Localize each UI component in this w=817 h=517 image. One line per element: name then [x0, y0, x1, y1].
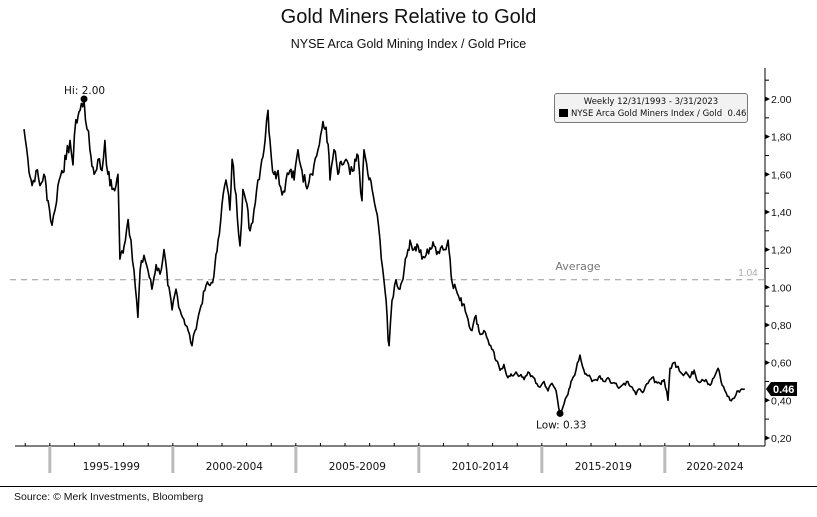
y-tick: [765, 397, 770, 403]
legend-period: Weekly 12/31/1993 - 3/31/2023: [583, 97, 719, 107]
high-marker: [80, 95, 88, 103]
y-tick-label: 1,20: [771, 245, 792, 257]
x-period-label: 1995-1999: [83, 461, 140, 473]
source-note: Source: © Merk Investments, Bloomberg: [14, 491, 204, 503]
y-tick: [765, 322, 770, 328]
y-tick: [765, 96, 770, 102]
y-tick: [765, 134, 770, 140]
y-tick-label: 1,40: [771, 207, 792, 219]
footer-divider: [0, 486, 817, 487]
high-label: Hi: 2.00: [64, 85, 105, 97]
y-tick: [765, 435, 770, 441]
legend-swatch: [559, 109, 568, 117]
legend-series-last: 0.46: [727, 109, 747, 119]
last-value-label: 0.46: [773, 384, 794, 396]
y-tick-label: 0,80: [771, 320, 792, 332]
y-tick-label: 0,60: [771, 358, 792, 370]
legend-entry: NYSE Arca Gold Miners Index / Gold 0.46: [559, 109, 746, 119]
y-tick-label: 0,20: [771, 433, 792, 445]
average-label: Average: [555, 260, 600, 273]
y-tick-label: 1.00: [771, 282, 792, 294]
x-period-label: 2015-2019: [575, 461, 632, 473]
chart-subtitle: NYSE Arca Gold Mining Index / Gold Price: [290, 37, 527, 51]
y-tick-label: 1,80: [771, 132, 792, 144]
x-period-label: 2000-2004: [206, 461, 264, 473]
chart-title: Gold Miners Relative to Gold: [280, 6, 537, 28]
y-tick: [765, 209, 770, 215]
y-tick-label: 0,40: [771, 395, 792, 407]
x-period-label: 2020-2024: [686, 461, 744, 473]
legend: Weekly 12/31/1993 - 3/31/2023 NYSE Arca …: [554, 93, 748, 123]
x-period-label: 2010-2014: [452, 461, 510, 473]
y-tick: [765, 284, 770, 290]
y-tick: [765, 360, 770, 366]
y-tick-label: 2.00: [771, 94, 792, 106]
x-period-label: 2005-2009: [329, 461, 386, 473]
average-value-label: 1.04: [738, 268, 758, 279]
y-tick-label: 1,60: [771, 169, 792, 181]
legend-series-label: NYSE Arca Gold Miners Index / Gold: [571, 109, 723, 119]
low-label: Low: 0.33: [536, 419, 586, 431]
y-tick: [765, 171, 770, 177]
series-line: [23, 98, 746, 415]
last-value-tag: [766, 381, 797, 396]
y-tick: [765, 247, 770, 253]
low-marker: [556, 409, 564, 417]
